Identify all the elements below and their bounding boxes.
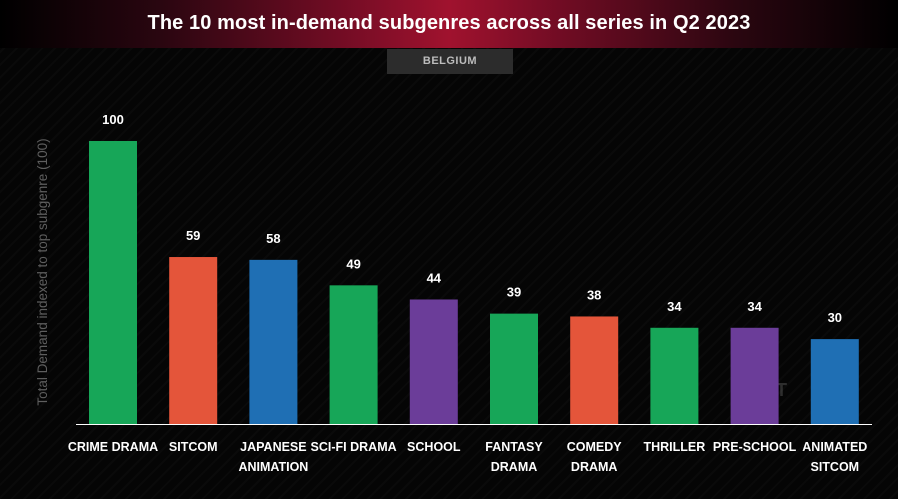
- bar: [730, 327, 779, 424]
- x-tick-label: CRIME DRAMA: [68, 440, 158, 454]
- x-tick-label: FANTASY DRAMA: [485, 440, 543, 474]
- data-label: 34: [747, 299, 762, 314]
- x-tick-label: ANIMATED SITCOM: [802, 440, 867, 474]
- x-tick-label: COMEDY DRAMA: [567, 440, 623, 474]
- x-tick-label: THRILLER: [643, 440, 705, 454]
- bar: [409, 299, 458, 424]
- data-label: 49: [346, 256, 360, 271]
- data-label: 38: [587, 287, 601, 302]
- data-label: 30: [828, 310, 842, 325]
- bar: [89, 141, 137, 424]
- bar: [570, 316, 619, 424]
- data-label: 100: [102, 112, 124, 127]
- x-tick-label: PRE-SCHOOL: [713, 440, 797, 454]
- bar: [329, 285, 378, 424]
- bar: [810, 339, 859, 424]
- data-label: 59: [186, 228, 200, 243]
- bar: [249, 259, 298, 424]
- title-band: [0, 0, 898, 48]
- bar: [169, 257, 218, 424]
- bar: [650, 327, 699, 424]
- data-label: 39: [507, 285, 521, 300]
- data-label: 34: [667, 299, 682, 314]
- x-tick-label: SCI-FI DRAMA: [311, 440, 397, 454]
- data-label: 58: [266, 231, 280, 246]
- data-label: 44: [427, 270, 442, 285]
- x-tick-label: SITCOM: [169, 440, 218, 454]
- bar: [490, 313, 538, 424]
- x-tick-label: SCHOOL: [407, 440, 461, 454]
- chart-title: The 10 most in-demand subgenres across a…: [147, 12, 751, 34]
- x-tick-label: JAPANESE ANIMATION: [238, 440, 308, 474]
- region-tag: BELGIUM: [387, 49, 513, 74]
